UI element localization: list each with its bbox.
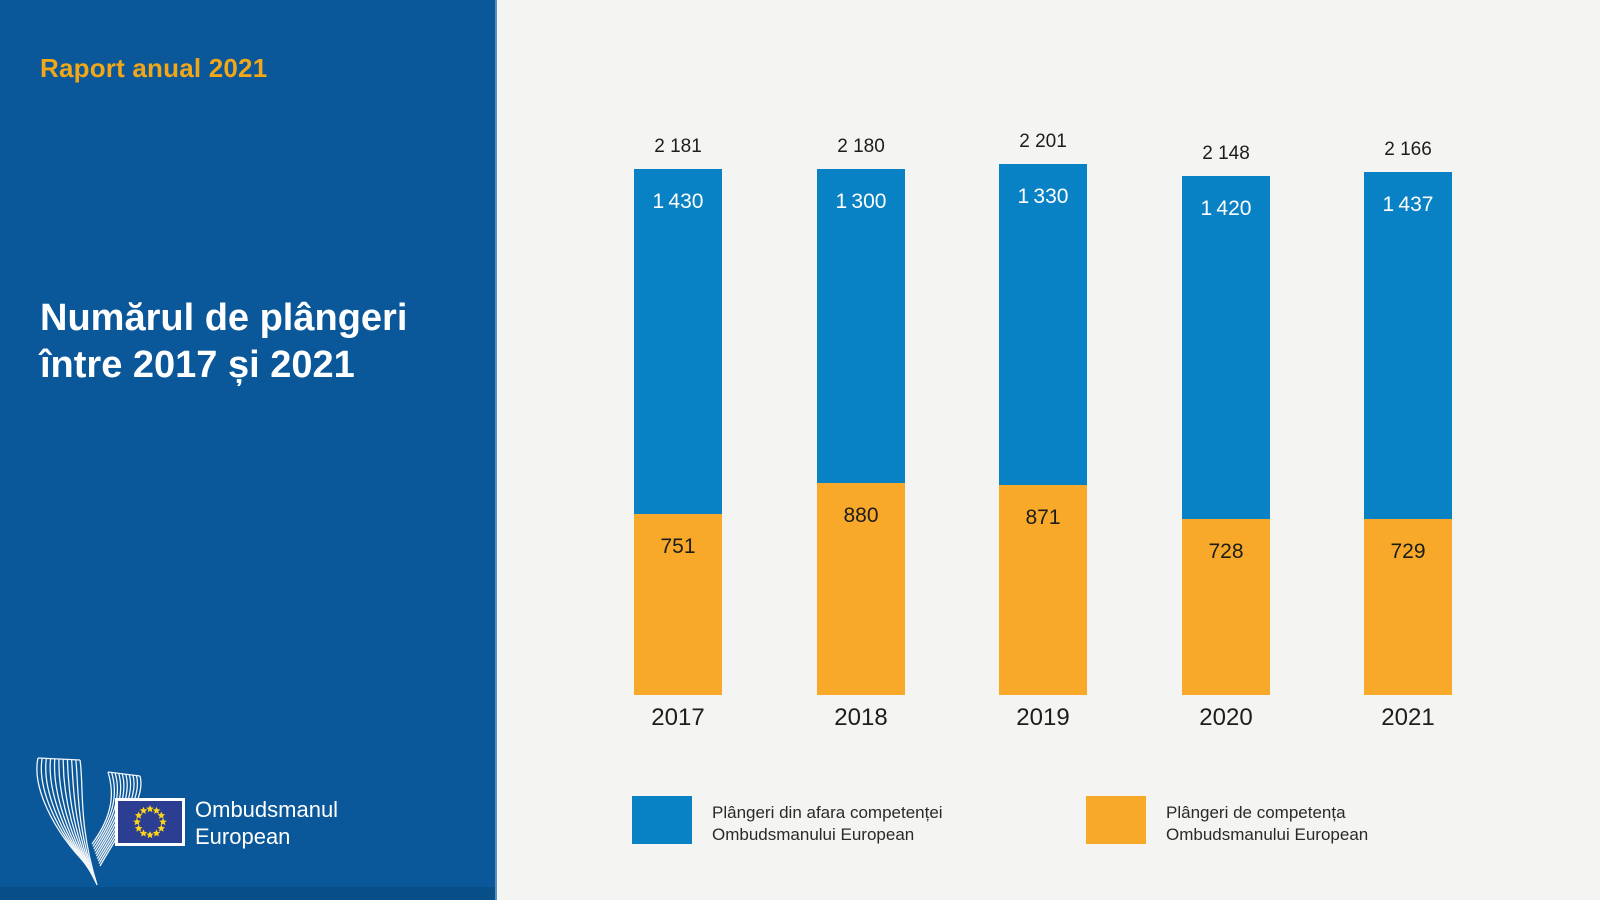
bar-segment-within-2019: 871 [999,485,1087,695]
left-panel: Raport anual 2021 Numărul de plângeri în… [0,0,497,900]
bar-value-label-within-2020: 728 [1208,540,1244,563]
bar-segment-outside-2018: 1 300 [817,169,905,483]
x-axis-label-2018: 2018 [834,704,888,731]
bar-value-label-within-2021: 729 [1390,540,1426,563]
bar-segment-within-2021: 729 [1364,519,1452,695]
legend-label-outside: Plângeri din afara competenței Ombudsman… [712,802,943,846]
page-title-line1: Numărul de plângeri [40,297,408,339]
legend-label-within-line1: Plângeri de competența [1166,803,1346,822]
legend-swatch-outside [632,796,692,844]
bar-segment-within-2018: 880 [817,483,905,695]
panel-bottom-band [0,887,495,900]
legend-label-within-line2: Ombudsmanului European [1166,825,1369,844]
legend-label-outside-line2: Ombudsmanului European [712,825,915,844]
bar-segment-outside-2017: 1 430 [634,169,722,514]
page-title-line2: între 2017 și 2021 [40,344,355,386]
bar-segment-outside-2021: 1 437 [1364,172,1452,519]
bar-segment-outside-2020: 1 420 [1182,176,1270,519]
bar-value-label-within-2019: 871 [1025,506,1061,529]
bar-value-label-outside-2019: 1 330 [1017,185,1069,208]
bar-value-label-within-2018: 880 [843,504,879,527]
page-title: Numărul de plângeri între 2017 și 2021 [40,295,407,389]
legend-swatch-within [1086,796,1146,844]
bar-value-label-outside-2018: 1 300 [835,190,887,213]
bar-value-label-outside-2020: 1 420 [1200,197,1252,220]
report-label: Raport anual 2021 [40,53,268,83]
legend-label-outside-line1: Plângeri din afara competenței [712,803,943,822]
bar-total-label-2020: 2 148 [1202,143,1250,164]
bar-total-label-2017: 2 181 [654,136,702,157]
x-axis-label-2020: 2020 [1199,704,1253,731]
x-axis-label-2021: 2021 [1381,704,1435,731]
x-axis-label-2017: 2017 [651,704,705,731]
x-axis-label-2019: 2019 [1016,704,1070,731]
bar-segment-outside-2019: 1 330 [999,164,1087,485]
bar-value-label-outside-2021: 1 437 [1382,193,1434,216]
bar-total-label-2021: 2 166 [1384,139,1432,160]
bar-value-label-outside-2017: 1 430 [652,190,704,213]
bar-total-label-2019: 2 201 [1019,131,1067,152]
legend-label-within: Plângeri de competența Ombudsmanului Eur… [1166,802,1368,846]
bar-segment-within-2020: 728 [1182,519,1270,695]
bar-segment-within-2017: 751 [634,514,722,695]
bar-value-label-within-2017: 751 [660,535,696,558]
bar-total-label-2018: 2 180 [837,136,885,157]
